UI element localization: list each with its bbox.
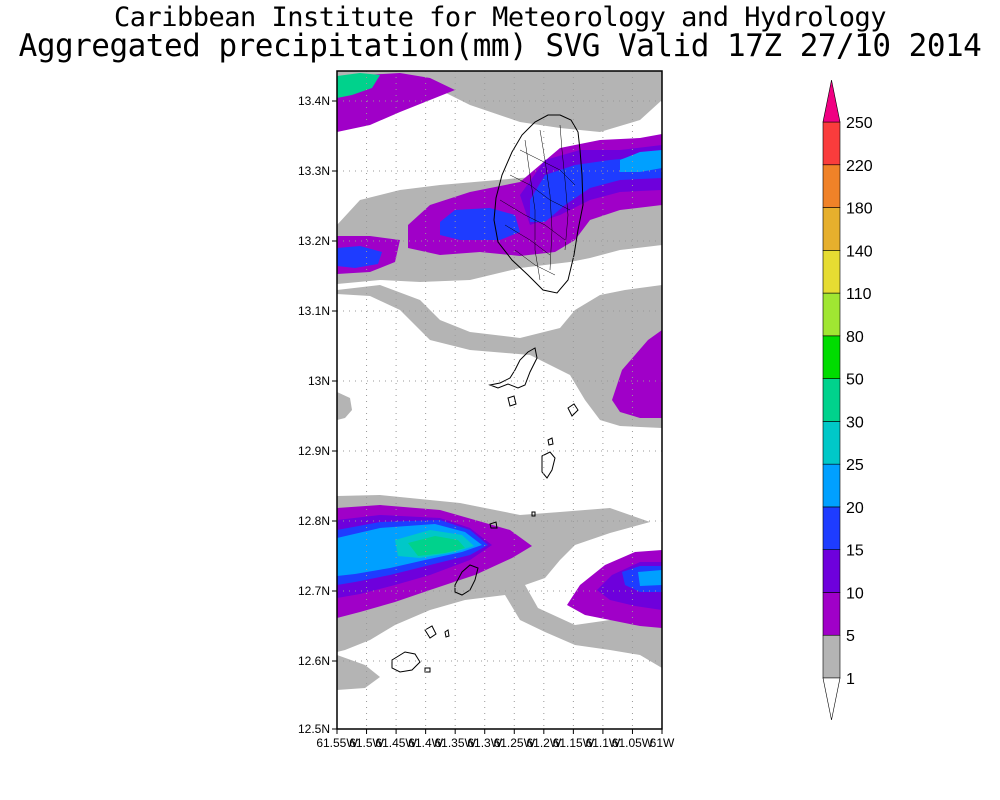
island-st-vincent-interior <box>499 124 576 281</box>
lon-tick-label: 61.2W <box>526 736 561 750</box>
map-frame <box>336 70 663 730</box>
island-mustique <box>507 395 517 407</box>
precip-area-1mm <box>337 392 352 420</box>
lon-tick-label: 61W <box>650 736 675 750</box>
island-small-cay <box>444 629 450 638</box>
colorbar-level-label: 10 <box>846 585 864 602</box>
lon-tick-label: 61.45W <box>375 736 417 750</box>
colorbar-level-label: 180 <box>846 201 873 218</box>
colorbar-level-label: 1 <box>846 671 855 688</box>
lat-tick-label: 12.7N <box>298 584 330 598</box>
colorbar-level-label: 25 <box>846 457 864 474</box>
coastline-islands <box>391 114 584 673</box>
precip-area-20mm <box>638 570 662 586</box>
colorbar-band <box>822 421 841 465</box>
precip-area-15mm <box>440 208 520 240</box>
colorbar-level-label: 20 <box>846 500 864 517</box>
colorbar-band <box>822 164 841 208</box>
island-grenada-north <box>391 651 421 673</box>
colorbar-min-arrow <box>822 677 841 721</box>
colorbar-level-label: 80 <box>846 329 864 346</box>
lat-tick-label: 13.4N <box>298 94 330 108</box>
lat-tick-label: 13N <box>308 374 330 388</box>
island-small-cay <box>489 521 498 529</box>
lat-tick-label: 12.5N <box>298 722 330 736</box>
colorbar-level-label: 30 <box>846 414 864 431</box>
colorbar-band <box>822 335 841 379</box>
precipitation-field <box>337 71 662 690</box>
colorbar-max-arrow <box>822 79 841 123</box>
colorbar-band <box>822 549 841 593</box>
lon-tick-label: 61.3W <box>467 736 502 750</box>
colorbar-band <box>822 463 841 508</box>
colorbar-level-label: 110 <box>846 286 872 303</box>
colorbar-level-label: 5 <box>846 628 855 645</box>
lon-tick-label: 61.5W <box>349 736 384 750</box>
longitude-axis: 61.55W61.5W61.45W61.4W61.35W61.3W61.25W6… <box>316 729 675 750</box>
island-st-vincent <box>493 114 584 294</box>
lat-tick-label: 12.8N <box>298 514 330 528</box>
lon-tick-label: 61.35W <box>435 736 477 750</box>
island-small-cay <box>567 403 579 417</box>
precip-area-1mm <box>337 655 380 690</box>
precip-area-5mm <box>612 330 662 418</box>
precip-area-30mm <box>337 73 380 98</box>
map-gridlines <box>337 71 662 729</box>
lon-tick-label: 61.15W <box>553 736 595 750</box>
lat-tick-label: 13.1N <box>298 304 330 318</box>
island-petite-martinique <box>424 625 437 639</box>
latitude-axis: 13.4N 13.3N 13.2N 13.1N 13N 12.9N 12.8N 12.7N 12… <box>298 94 337 736</box>
colorbar-level-label: 15 <box>846 543 864 560</box>
colorbar-band <box>822 250 841 294</box>
colorbar-band <box>822 634 841 679</box>
lat-tick-label: 13.3N <box>298 164 330 178</box>
colorbar-band <box>822 592 841 636</box>
island-canouan <box>541 451 556 479</box>
lat-tick-label: 13.2N <box>298 234 330 248</box>
colorbar-level-label: 50 <box>846 372 864 389</box>
island-bequia <box>488 347 538 389</box>
colorbar-band <box>822 378 841 422</box>
precip-area-15mm <box>337 246 382 268</box>
lon-tick-label: 61.55W <box>316 736 358 750</box>
island-small-cay <box>424 667 431 673</box>
title-product: Aggregated precipitation(mm) SVG Valid 1… <box>18 28 982 64</box>
precip-area-20mm <box>620 150 662 172</box>
island-small-cay <box>531 511 536 517</box>
colorbar-level-label: 250 <box>846 115 873 132</box>
colorbar-band <box>822 506 841 550</box>
lat-tick-label: 12.6N <box>298 654 330 668</box>
lat-tick-label: 12.9N <box>298 444 330 458</box>
title-institute: Caribbean Institute for Meteorology and … <box>113 2 887 33</box>
colorbar-band <box>822 121 841 166</box>
colorbar-band <box>822 292 841 337</box>
precip-area-30mm <box>408 536 465 556</box>
lon-tick-label: 61.4W <box>408 736 443 750</box>
lon-tick-label: 61.1W <box>586 736 621 750</box>
island-small-cay <box>547 437 554 446</box>
lon-tick-label: 61.25W <box>494 736 536 750</box>
precip-area-1mm <box>337 285 662 428</box>
lon-tick-label: 61.05W <box>612 736 654 750</box>
colorbar-band <box>822 207 841 251</box>
island-carriacou <box>454 564 479 596</box>
colorbar-level-label: 220 <box>846 158 873 175</box>
colorbar-level-label: 140 <box>846 243 873 260</box>
